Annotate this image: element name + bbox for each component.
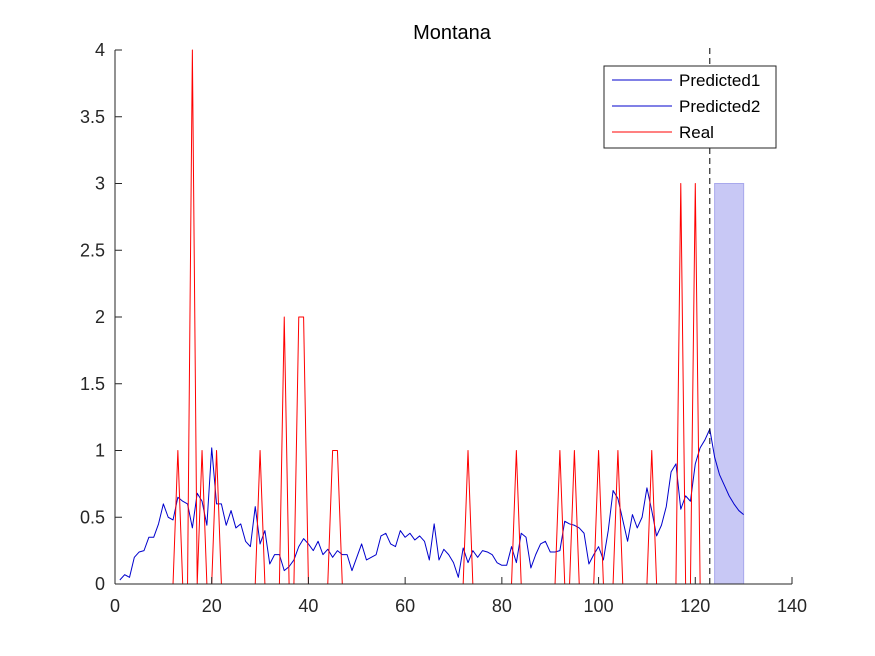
- y-tick-label: 0: [95, 574, 105, 594]
- x-tick-label: 40: [298, 596, 318, 616]
- x-tick-label: 80: [492, 596, 512, 616]
- y-tick-label: 2: [95, 307, 105, 327]
- x-tick-label: 60: [395, 596, 415, 616]
- x-tick-label: 140: [777, 596, 807, 616]
- y-tick-label: 3: [95, 174, 105, 194]
- x-ticks: 0 20 40 60 80 100 120 140: [110, 577, 807, 616]
- y-tick-label: 1: [95, 441, 105, 461]
- y-tick-label: 1.5: [80, 374, 105, 394]
- series-line-predicted2: [709, 429, 744, 515]
- x-tick-label: 20: [202, 596, 222, 616]
- x-tick-label: 120: [680, 596, 710, 616]
- chart-title: Montana: [413, 22, 492, 44]
- legend-label-predicted1: Predicted1: [679, 71, 760, 90]
- y-tick-label: 2.5: [80, 240, 105, 260]
- legend-label-predicted2: Predicted2: [679, 97, 760, 116]
- legend-label-real: Real: [679, 123, 714, 142]
- legend: Predicted1 Predicted2 Real: [603, 65, 777, 149]
- y-tick-label: 4: [95, 40, 105, 60]
- y-tick-label: 0.5: [80, 507, 105, 527]
- prediction-interval-band: [714, 183, 745, 585]
- band-rect: [714, 183, 745, 585]
- x-tick-label: 100: [584, 596, 614, 616]
- y-tick-label: 3.5: [80, 107, 105, 127]
- x-tick-label: 0: [110, 596, 120, 616]
- legend-box: [603, 65, 777, 149]
- y-ticks: 0 0.5 1 1.5 2 2.5 3 3.5 4: [80, 40, 122, 594]
